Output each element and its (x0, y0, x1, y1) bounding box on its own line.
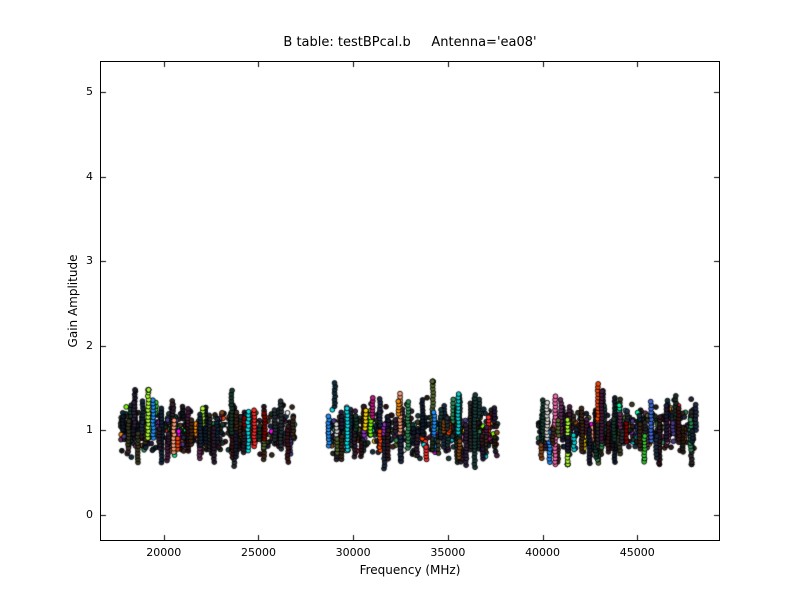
x-tick-label: 35000 (430, 546, 466, 559)
y-axis-label: Gain Amplitude (66, 254, 80, 348)
y-tick-label: 2 (86, 338, 93, 352)
x-tick-label: 45000 (619, 546, 655, 559)
x-axis-label: Frequency (MHz) (359, 563, 461, 577)
x-tick-label: 40000 (525, 546, 561, 559)
plot-area (100, 61, 720, 541)
x-tick-label: 30000 (335, 546, 371, 559)
y-tick-label: 3 (86, 254, 93, 268)
x-tick-label: 25000 (240, 546, 276, 559)
y-tick-label: 0 (86, 508, 93, 522)
y-tick-label: 4 (86, 169, 93, 183)
y-tick-label: 5 (86, 84, 93, 98)
y-tick-label: 1 (86, 423, 93, 437)
scatter-canvas (101, 62, 719, 540)
chart-title: B table: testBPcal.b Antenna='ea08' (283, 35, 537, 50)
x-tick-label: 20000 (146, 546, 182, 559)
